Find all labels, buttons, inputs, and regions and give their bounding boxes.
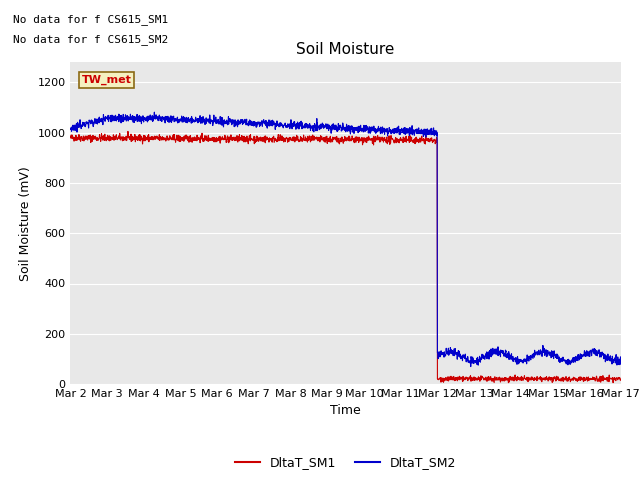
DltaT_SM1 [601,376,609,382]
DltaT_SM1 [335,138,342,144]
DltaT_SM1 [500,376,508,382]
DltaT_SM2 [617,357,625,362]
DltaT_SM1 [617,377,625,383]
Text: No data for f CS615_SM2: No data for f CS615_SM2 [13,34,168,45]
DltaT_SM1 [320,135,328,141]
DltaT_SM1 [601,377,609,383]
DltaT_SM2 [150,109,158,115]
DltaT_SM1 [609,380,617,385]
Y-axis label: Soil Moisture (mV): Soil Moisture (mV) [19,166,32,281]
Legend: DltaT_SM1, DltaT_SM2: DltaT_SM1, DltaT_SM2 [230,451,461,474]
X-axis label: Time: Time [330,405,361,418]
DltaT_SM1 [67,134,74,140]
Title: Soil Moisture: Soil Moisture [296,42,395,57]
Text: No data for f CS615_SM1: No data for f CS615_SM1 [13,14,168,25]
Line: DltaT_SM1: DltaT_SM1 [70,132,621,383]
DltaT_SM2 [467,364,475,370]
DltaT_SM1 [124,129,132,134]
DltaT_SM1 [95,136,102,142]
DltaT_SM2 [500,353,508,359]
DltaT_SM2 [320,125,328,131]
DltaT_SM2 [95,120,102,125]
DltaT_SM2 [335,121,342,127]
DltaT_SM2 [67,126,74,132]
DltaT_SM2 [602,359,609,365]
Text: TW_met: TW_met [81,74,131,85]
Line: DltaT_SM2: DltaT_SM2 [70,112,621,367]
DltaT_SM2 [601,355,609,361]
